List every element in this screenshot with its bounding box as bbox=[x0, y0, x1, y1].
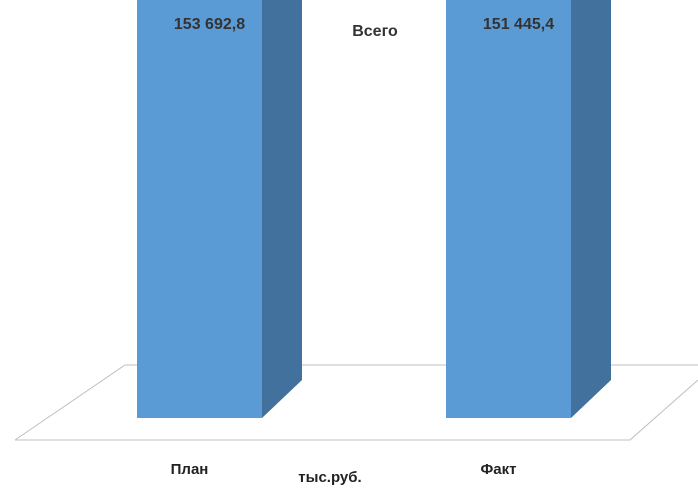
bar-segment bbox=[446, 0, 571, 418]
unit-label: тыс.руб. bbox=[298, 468, 362, 486]
bar-side bbox=[571, 0, 611, 418]
bar-side bbox=[262, 0, 302, 418]
total-label: 153 692,8 bbox=[173, 16, 246, 34]
floor-front bbox=[15, 379, 698, 441]
bar-segment bbox=[137, 0, 262, 419]
total-label: 151 445,4 bbox=[482, 16, 555, 34]
x-tick-label: Факт bbox=[480, 460, 517, 478]
total-name: Всего bbox=[352, 23, 398, 41]
x-tick-label: План bbox=[170, 460, 209, 478]
